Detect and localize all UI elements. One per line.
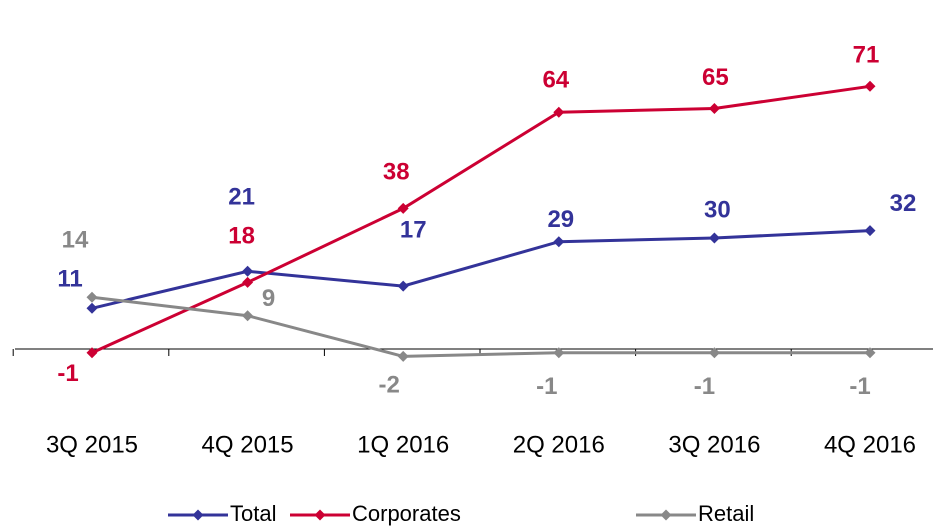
value-label: -1: [57, 360, 78, 387]
point: [397, 280, 409, 292]
point: [553, 106, 565, 118]
legend-label: Retail: [698, 501, 754, 526]
value-label: -2: [379, 372, 400, 399]
value-label: 18: [228, 223, 255, 250]
value-label: 32: [890, 190, 917, 217]
value-label: -1: [694, 373, 715, 400]
x-tick-label: 3Q 2015: [46, 431, 138, 458]
x-tick-label: 3Q 2016: [668, 431, 760, 458]
point: [242, 265, 254, 277]
point: [553, 236, 565, 248]
point: [86, 302, 98, 314]
value-label: 64: [542, 67, 569, 94]
value-label: 21: [228, 184, 255, 211]
value-label: 30: [704, 196, 731, 223]
value-label: -1: [849, 373, 870, 400]
point: [397, 202, 409, 214]
point: [708, 103, 720, 114]
legend-label: Total: [230, 501, 276, 526]
value-label: 17: [400, 216, 427, 243]
x-tick-label: 4Q 2016: [824, 431, 916, 458]
series-line: [91, 229, 871, 310]
point: [708, 232, 720, 244]
legend-marker: [192, 509, 204, 521]
value-label: 11: [57, 266, 82, 293]
point: [553, 347, 565, 359]
value-label: 38: [383, 159, 410, 186]
point: [864, 347, 876, 359]
value-label: 71: [853, 42, 880, 69]
series-line: [91, 295, 870, 358]
x-tick-label: 1Q 2016: [357, 431, 449, 458]
point: [86, 291, 98, 303]
value-label: 65: [702, 64, 729, 91]
point: [864, 225, 876, 237]
point: [864, 80, 876, 92]
point: [242, 276, 254, 288]
x-tick-label: 2Q 2016: [513, 431, 605, 458]
point: [242, 310, 254, 322]
point: [708, 347, 720, 359]
value-label: 14: [62, 227, 89, 254]
series-line: [91, 84, 871, 355]
legend-marker: [314, 509, 326, 521]
point: [397, 350, 409, 362]
value-label: 9: [262, 285, 275, 312]
value-label: -1: [536, 373, 557, 400]
legend-marker: [660, 509, 672, 521]
point: [86, 347, 98, 359]
legend-label: Corporates: [352, 501, 461, 526]
value-label: 29: [547, 206, 574, 233]
x-tick-label: 4Q 2015: [202, 431, 294, 458]
